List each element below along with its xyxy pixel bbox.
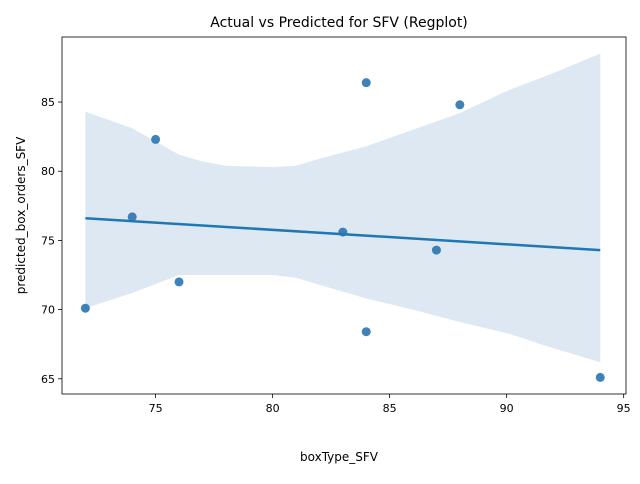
y-tick-label: 80 xyxy=(41,165,55,178)
x-tick-label: 95 xyxy=(617,402,631,415)
data-point xyxy=(595,372,605,382)
y-tick-label: 65 xyxy=(41,373,55,386)
data-point xyxy=(80,303,90,313)
x-tick-label: 80 xyxy=(266,402,280,415)
data-point xyxy=(361,327,371,337)
y-axis-label: predicted_box_orders_SFV xyxy=(14,136,28,294)
x-tick-label: 90 xyxy=(500,402,514,415)
x-tick-label: 75 xyxy=(149,402,163,415)
data-point xyxy=(361,78,371,88)
x-axis-label: boxType_SFV xyxy=(300,450,379,464)
data-point xyxy=(127,212,137,222)
data-point xyxy=(338,227,348,237)
y-tick-label: 85 xyxy=(41,96,55,109)
chart-title: Actual vs Predicted for SFV (Regplot) xyxy=(210,15,468,31)
x-tick-label: 85 xyxy=(383,402,397,415)
data-point xyxy=(455,100,465,110)
y-tick-label: 75 xyxy=(41,234,55,247)
y-tick-label: 70 xyxy=(41,304,55,317)
data-point xyxy=(174,277,184,287)
confidence-band xyxy=(85,53,601,363)
plot-frame xyxy=(61,36,627,395)
data-point xyxy=(151,134,161,144)
data-point xyxy=(431,245,441,255)
